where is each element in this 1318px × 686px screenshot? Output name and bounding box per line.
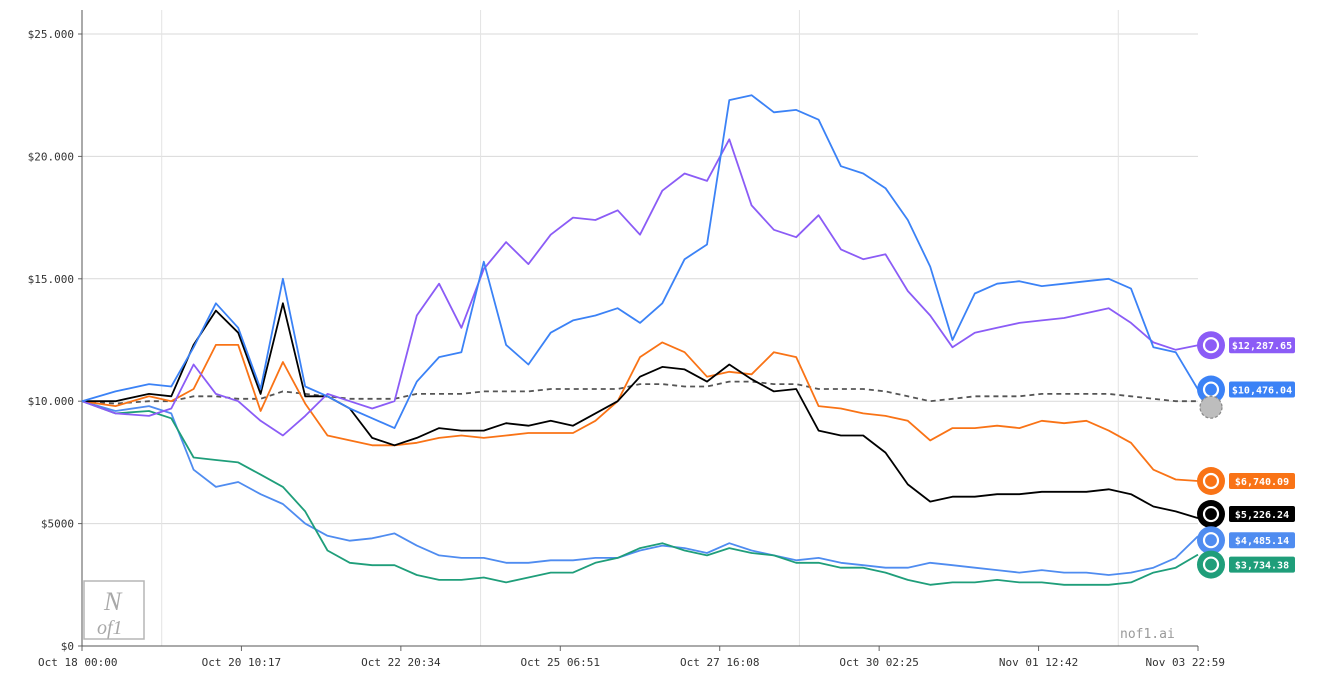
end-markers: $12,287.65 $10,476.04 $5,226.24 $6,740.09 $4… — [1197, 331, 1295, 579]
orange-model-icon — [1197, 467, 1225, 496]
icon-glyph — [1202, 532, 1220, 549]
end-marker: $4,485.14 — [1197, 526, 1295, 555]
grey-benchmark-icon — [1199, 395, 1223, 419]
blue-model-icon-1 — [1197, 375, 1225, 404]
x-axis: Oct 18 00:00 Oct 20 10:17 Oct 22 20:34 Oct … — [38, 645, 1225, 669]
end-label-box — [1229, 337, 1295, 354]
y-tick-label: $20.000 — [28, 150, 74, 163]
end-label-box — [1229, 381, 1295, 398]
end-label-box — [1229, 506, 1295, 523]
black-model-icon — [1197, 500, 1225, 529]
end-marker — [1199, 395, 1223, 419]
grid-lines — [82, 10, 1198, 647]
x-tick-label: Oct 25 06:51 — [521, 656, 600, 669]
series-line — [81, 400, 1199, 576]
y-tick-label: $15.000 — [28, 273, 74, 286]
x-tick-label: Oct 30 02:25 — [839, 656, 918, 669]
end-marker: $10,476.04 — [1197, 375, 1295, 404]
y-tick-label: $5000 — [41, 518, 74, 531]
end-label: $5,226.24 — [1235, 510, 1289, 521]
series-line — [82, 302, 1199, 519]
end-label: $4,485.14 — [1235, 536, 1289, 547]
end-label: $6,740.09 — [1235, 477, 1289, 488]
icon-glyph — [1202, 556, 1220, 573]
series-line — [81, 400, 1199, 586]
blue-model-icon-2 — [1197, 526, 1225, 555]
purple-model-icon — [1197, 331, 1225, 360]
x-tick-label: Oct 27 16:08 — [680, 656, 759, 669]
icon-glyph — [1202, 337, 1220, 354]
x-tick-label: Nov 03 22:59 — [1146, 656, 1225, 669]
end-marker: $12,287.65 — [1197, 331, 1295, 360]
end-marker: $5,226.24 — [1197, 500, 1295, 529]
green-model-icon — [1197, 550, 1225, 579]
icon-glyph — [1202, 472, 1220, 490]
series-line — [81, 138, 1199, 437]
end-label-box — [1229, 532, 1295, 549]
end-label-box — [1229, 473, 1295, 490]
x-tick-label: Oct 18 00:00 — [38, 656, 117, 669]
x-tick-label: Oct 20 10:17 — [202, 656, 281, 669]
y-axis: $0 $5000 $10.000 $15.000 $20.000 $25.000 — [28, 10, 83, 653]
end-label: $10,476.04 — [1232, 386, 1292, 397]
y-tick-label: $25.000 — [28, 28, 74, 41]
y-tick-label: $0 — [61, 640, 74, 653]
end-label: $3,734.38 — [1235, 561, 1289, 572]
x-tick-label: Nov 01 12:42 — [999, 656, 1078, 669]
series-line — [81, 94, 1199, 430]
series-line — [81, 380, 1198, 405]
series-line — [81, 341, 1199, 482]
end-label-box — [1229, 556, 1295, 573]
logo-bottom-text: of1 — [97, 617, 123, 639]
series-lines — [81, 94, 1199, 586]
logo-top-text: N — [103, 587, 123, 616]
x-tick-label: Oct 22 20:34 — [361, 656, 441, 669]
icon-glyph — [1202, 505, 1220, 523]
y-tick-label: $10.000 — [28, 395, 74, 408]
end-marker: $6,740.09 — [1197, 467, 1295, 496]
end-label: $12,287.65 — [1232, 341, 1292, 352]
site-watermark: nof1.ai — [1120, 627, 1175, 642]
end-marker: $3,734.38 — [1197, 550, 1295, 579]
nof1-logo: N of1 — [83, 580, 145, 640]
